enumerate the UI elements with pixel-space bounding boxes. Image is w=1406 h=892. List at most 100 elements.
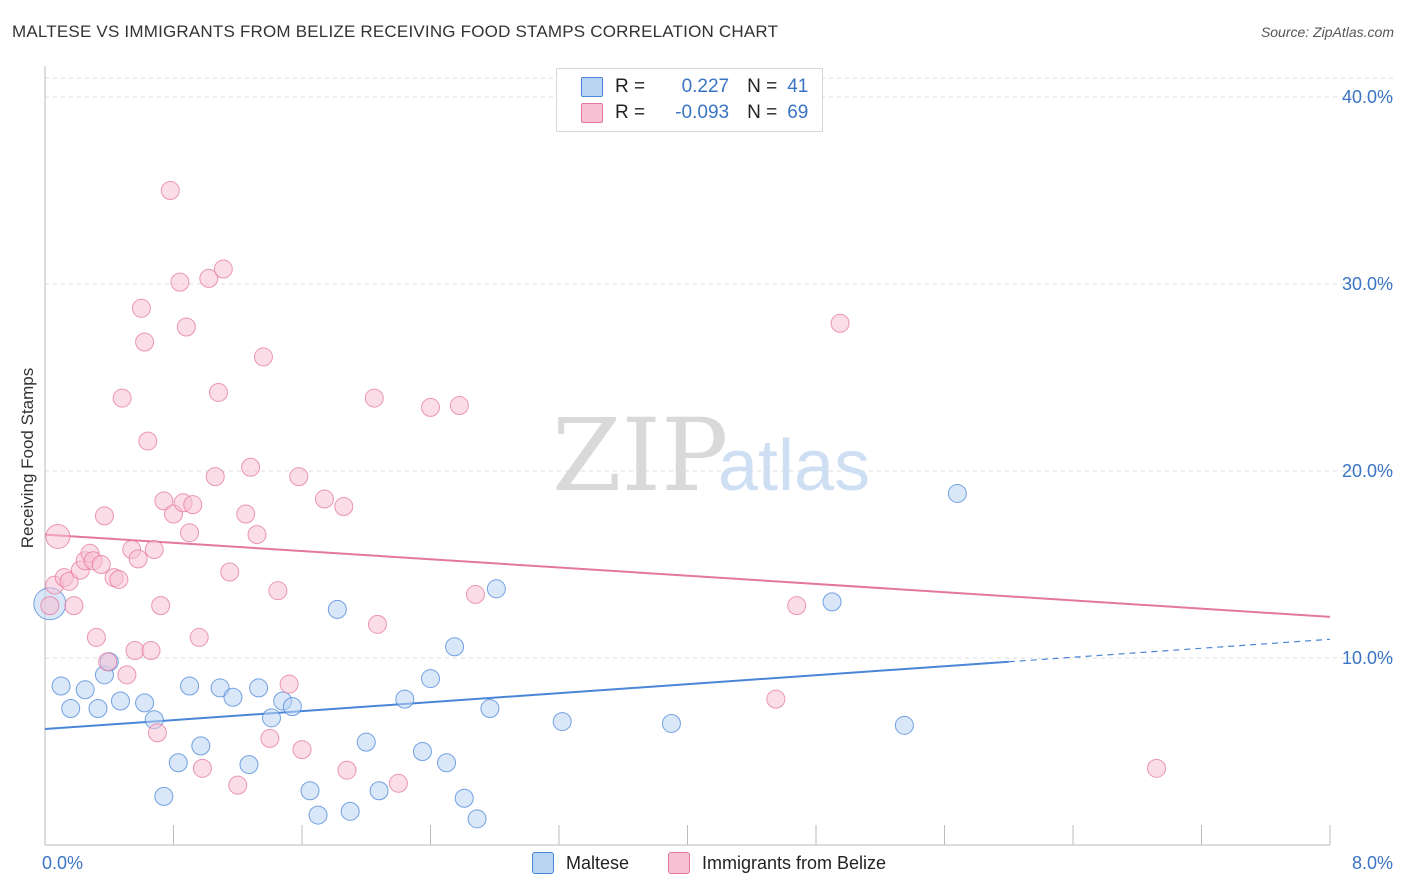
maltese-point bbox=[261, 708, 281, 728]
maltese-point bbox=[822, 592, 842, 612]
belize-point bbox=[147, 723, 167, 743]
maltese-point bbox=[421, 669, 440, 689]
belize-point bbox=[1147, 758, 1167, 778]
maltese-swatch bbox=[532, 852, 554, 874]
legend-r-value: 0.227 bbox=[681, 76, 730, 97]
legend-item-belize[interactable]: Immigrants from Belize bbox=[668, 852, 886, 874]
belize-point bbox=[314, 489, 334, 509]
belize-point bbox=[766, 689, 786, 709]
belize-point bbox=[112, 388, 132, 408]
maltese-point bbox=[445, 637, 465, 657]
belize-point bbox=[125, 641, 145, 661]
belize-point bbox=[228, 775, 248, 795]
belize-point bbox=[465, 584, 485, 604]
belize-point bbox=[141, 641, 161, 661]
maltese-label: Maltese bbox=[566, 852, 630, 873]
maltese-point bbox=[168, 753, 188, 773]
belize-point bbox=[253, 347, 273, 367]
maltese-point bbox=[486, 579, 506, 599]
maltese-point bbox=[210, 678, 230, 698]
legend-n-value: 69 bbox=[787, 102, 809, 123]
y-tick-label: 20.0% bbox=[1342, 461, 1393, 481]
maltese-point bbox=[135, 693, 155, 713]
watermark-atlas: atlas bbox=[718, 426, 870, 506]
chart-title: MALTESE VS IMMIGRANTS FROM BELIZE RECEIV… bbox=[12, 22, 779, 41]
belize-point bbox=[449, 396, 469, 416]
belize-point bbox=[170, 272, 190, 292]
belize-point bbox=[138, 431, 158, 451]
x-tick-label-min: 0.0% bbox=[42, 853, 83, 873]
belize-point bbox=[144, 540, 164, 560]
maltese-point bbox=[154, 786, 174, 806]
maltese-point bbox=[249, 678, 269, 698]
maltese-point bbox=[454, 788, 474, 808]
y-axis-label: Receiving Food Stamps bbox=[18, 367, 37, 549]
belize-point bbox=[334, 497, 354, 517]
belize-point bbox=[199, 268, 219, 288]
legend-swatch-pink bbox=[581, 103, 603, 123]
maltese-point bbox=[356, 732, 376, 752]
y-tick-label: 40.0% bbox=[1342, 87, 1393, 107]
maltese-point bbox=[308, 805, 328, 825]
legend-r-label: R = bbox=[615, 76, 646, 97]
belize-point bbox=[289, 467, 309, 487]
belize-point bbox=[128, 549, 148, 569]
belize-point bbox=[364, 388, 384, 408]
belize-point bbox=[160, 181, 180, 200]
belize-point bbox=[205, 467, 225, 487]
maltese-point bbox=[369, 781, 389, 801]
watermark-zip: ZIP bbox=[552, 397, 728, 514]
belize-swatch bbox=[668, 852, 690, 874]
maltese-point bbox=[191, 736, 211, 756]
belize-label: Immigrants from Belize bbox=[702, 852, 887, 873]
belize-point bbox=[192, 758, 212, 778]
belize-point bbox=[117, 665, 137, 685]
belize-point bbox=[189, 627, 209, 647]
maltese-point bbox=[395, 689, 415, 709]
data-points bbox=[33, 181, 1167, 829]
trend-lines bbox=[44, 533, 1331, 731]
maltese-point bbox=[947, 483, 967, 503]
belize-point bbox=[91, 555, 111, 574]
maltese-trend-extension bbox=[1008, 638, 1331, 663]
belize-point bbox=[45, 523, 71, 549]
legend-item-maltese[interactable]: Maltese bbox=[532, 852, 629, 874]
maltese-point bbox=[661, 713, 681, 733]
belize-point bbox=[40, 596, 60, 616]
belize-point bbox=[337, 760, 357, 780]
belize-point bbox=[279, 674, 299, 694]
maltese-point bbox=[282, 697, 302, 717]
belize-point bbox=[260, 728, 280, 748]
maltese-point bbox=[327, 599, 347, 619]
y-tick-label: 30.0% bbox=[1342, 274, 1393, 294]
maltese-point bbox=[88, 698, 108, 718]
belize-point bbox=[292, 740, 312, 760]
belize-point bbox=[109, 569, 129, 589]
maltese-point bbox=[412, 742, 432, 761]
belize-point bbox=[787, 596, 807, 616]
maltese-point bbox=[340, 801, 360, 821]
belize-point bbox=[241, 457, 261, 477]
maltese-point bbox=[180, 676, 200, 696]
maltese-point bbox=[239, 755, 259, 775]
maltese-point bbox=[223, 687, 243, 707]
correlation-legend: R = 0.227 N = 41 R = -0.093 N = 69 bbox=[556, 68, 823, 132]
maltese-point bbox=[300, 781, 320, 801]
belize-point bbox=[151, 596, 171, 616]
belize-point bbox=[367, 614, 387, 634]
belize-point bbox=[94, 506, 114, 526]
maltese-point bbox=[467, 809, 487, 829]
belize-point bbox=[176, 317, 196, 337]
belize-point bbox=[421, 397, 440, 417]
belize-point bbox=[268, 581, 288, 601]
x-tick-label-max: 8.0% bbox=[1352, 853, 1393, 873]
belize-point bbox=[247, 525, 267, 545]
maltese-point bbox=[110, 691, 130, 711]
gridlines bbox=[45, 77, 1395, 659]
belize-point bbox=[180, 523, 200, 543]
belize-point bbox=[388, 773, 408, 793]
axes bbox=[44, 66, 1331, 846]
legend-r-value: -0.093 bbox=[675, 102, 730, 123]
belize-point bbox=[154, 491, 174, 511]
maltese-trend-line bbox=[44, 660, 1009, 731]
